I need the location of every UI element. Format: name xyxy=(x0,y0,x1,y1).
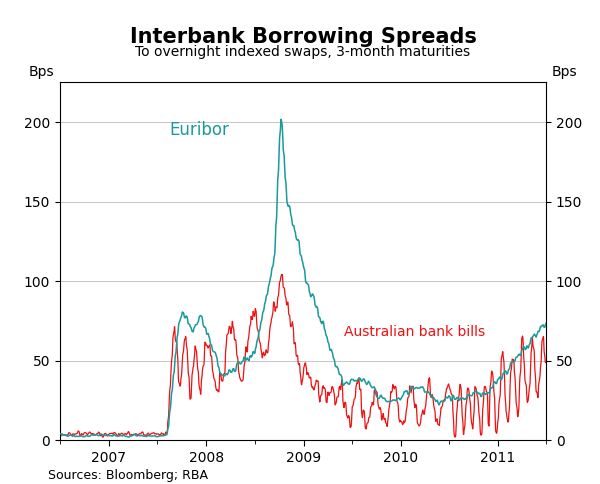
Text: Australian bank bills: Australian bank bills xyxy=(344,325,485,339)
Title: Interbank Borrowing Spreads: Interbank Borrowing Spreads xyxy=(130,28,476,47)
Text: Bps: Bps xyxy=(28,65,54,79)
Text: Sources: Bloomberg; RBA: Sources: Bloomberg; RBA xyxy=(48,469,208,482)
Text: Bps: Bps xyxy=(552,65,578,79)
Text: To overnight indexed swaps, 3-month maturities: To overnight indexed swaps, 3-month matu… xyxy=(136,45,470,59)
Text: Euribor: Euribor xyxy=(169,121,229,139)
